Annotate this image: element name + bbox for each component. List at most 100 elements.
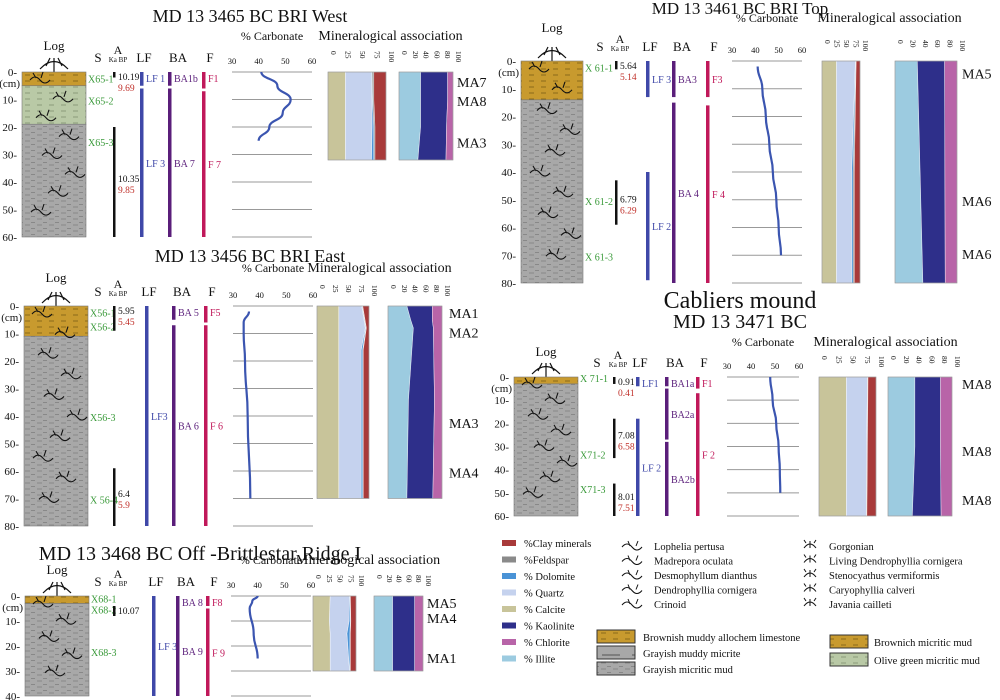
depth-tick-label: 60-	[501, 223, 516, 235]
mineral-tick-label: 0	[896, 40, 905, 44]
log-layer-gray	[24, 603, 90, 697]
bulk-mineral-plot: 0 25 50 75 100	[821, 40, 870, 284]
bulk-mineral-plot: 0 25 50 75 100	[312, 575, 366, 672]
carbonate-tick-label: 50	[280, 580, 289, 590]
mineral-tick-label: 0	[318, 285, 327, 289]
carbonate-tick-label: 40	[747, 361, 756, 371]
carbonate-curve	[769, 376, 782, 493]
mineral-tick-label: 0	[329, 51, 338, 55]
sample-label: X68-2	[91, 606, 117, 617]
calibrated-age-label: 5.45	[118, 318, 135, 328]
log-layer-gray	[23, 335, 89, 527]
coral-species-icon	[621, 598, 643, 609]
depth-unit-label: (cm)	[1, 312, 22, 324]
carbonate-tick-label: 40	[253, 580, 262, 590]
calcite-area	[821, 60, 837, 284]
bulk-mineral-plot: 0 25 50 75 100	[327, 51, 396, 161]
quartz-area	[846, 376, 868, 517]
clay-mineral-plot-frame	[894, 60, 958, 284]
legend-fauna-label: Lophelia pertusa	[654, 542, 725, 553]
coral-fragment-icon	[32, 450, 54, 462]
coral-fragment-icon	[560, 227, 582, 239]
s-header: S	[593, 355, 600, 370]
depth-tick-label: 0-	[507, 56, 517, 68]
coral-fragment-icon	[60, 367, 82, 380]
mineral-tick-label: 100	[958, 40, 967, 52]
lf-label: LF3	[151, 412, 168, 423]
log-header: Log	[44, 38, 65, 53]
age-label: 5.95	[118, 307, 135, 317]
f-label: F 9	[212, 648, 225, 659]
quartz-area	[345, 71, 373, 161]
carbonate-tick-label: 40	[255, 290, 264, 300]
core-panel-3461: MD 13 3461 BC BRI Top Log S AKa BP LF BA F 0- 10…	[498, 0, 991, 290]
kaolinite-area	[417, 71, 448, 161]
ba-label: BA2b	[671, 475, 695, 486]
coral-fragment-icon	[544, 392, 566, 405]
core-title: MD 13 3468 BC Off -Brittlestar Ridge I	[39, 543, 361, 565]
lf-label: LF 3	[652, 75, 671, 86]
calibrated-age-label: 5.9	[118, 501, 130, 511]
f-bar	[706, 105, 710, 284]
depth-tick-label: 40-	[2, 177, 17, 189]
a-header: A	[114, 567, 123, 581]
lf-header: LF	[642, 39, 657, 54]
clay-mineral-plot-frame	[398, 71, 454, 161]
sample-label: X65-2	[88, 97, 114, 108]
age-label: 8.01	[618, 493, 635, 503]
core-panel-3465: MD 13 3465 BC BRI West Log S AKa BP LF BA F 0- 1…	[0, 6, 487, 244]
gorgonian-icon	[537, 46, 567, 61]
age-range-bar	[615, 180, 618, 225]
age-label: 5.64	[620, 62, 637, 72]
ba-label: BA 6	[178, 422, 199, 433]
calibrated-age-label: 9.85	[118, 186, 135, 196]
mineral-association-label: MA8	[457, 95, 487, 110]
ba-label: BA 9	[182, 647, 203, 658]
legend-mineral-label: % Calcite	[524, 605, 565, 616]
age-range-bar	[113, 127, 116, 237]
mineral-tick-label: 100	[370, 285, 379, 297]
ba-bar	[172, 325, 176, 526]
clay-area	[866, 376, 877, 517]
f-bar	[706, 61, 710, 98]
carbonate-tick-label: 30	[723, 361, 732, 371]
legend-lithology-swatch	[596, 661, 636, 676]
age-label: 10.19	[118, 73, 140, 83]
lf-label: LF 2	[642, 463, 661, 474]
lf-label: LF 2	[652, 222, 671, 233]
coral-fragment-icon	[66, 408, 88, 421]
coral-fragment-icon	[544, 144, 566, 156]
ba-label: BA 7	[174, 159, 195, 170]
lf-bar	[145, 306, 149, 526]
log-header: Log	[542, 20, 563, 35]
sample-label: X71-3	[580, 485, 606, 496]
depth-tick-label: 50-	[501, 195, 516, 207]
mineral-tick-label: 75	[863, 356, 872, 364]
coral-fragment-icon	[552, 185, 574, 198]
legend-lithology-label: Brownich micritic mud	[874, 638, 973, 649]
carbonate-tick-label: 60	[308, 56, 317, 66]
coral-fragment-icon	[551, 81, 573, 94]
carbonate-title: % Carbonate	[732, 335, 794, 349]
mineral-tick-label: 80	[940, 356, 949, 364]
coral-fragment-icon	[32, 595, 54, 608]
legend-mineral-label: % Quartz	[524, 589, 564, 600]
sample-label: X56-1	[90, 309, 116, 320]
mineral-tick-label: 80	[946, 40, 955, 48]
coral-fragment-icon	[58, 128, 80, 141]
depth-tick-label: 40-	[5, 691, 20, 700]
ba-label: BA3	[678, 75, 697, 86]
carbonate-plot: % Carbonate 30 40 50 60	[728, 11, 806, 284]
calcite-area	[316, 305, 340, 499]
mineral-association-label: MA4	[427, 612, 457, 627]
depth-unit-label: (cm)	[0, 78, 20, 90]
depth-tick-label: 10-	[4, 329, 19, 341]
depth-tick-label: 10-	[2, 95, 17, 107]
depth-unit-label: (cm)	[2, 602, 23, 614]
f-header: F	[710, 39, 717, 54]
depth-tick-label: 50-	[2, 205, 17, 217]
age-label: 10.07	[118, 607, 140, 617]
carbonate-tick-label: 60	[307, 580, 316, 590]
gorgonian-icon	[42, 581, 72, 596]
